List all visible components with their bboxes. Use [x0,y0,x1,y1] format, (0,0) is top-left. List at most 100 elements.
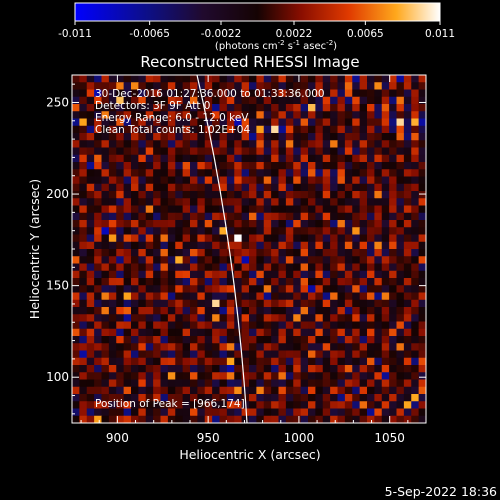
heatmap-cell [131,234,139,243]
heatmap-cell [352,212,361,221]
heatmap-cell [278,292,287,301]
heatmap-cell [226,176,235,185]
heatmap-cell [197,408,206,417]
heatmap-cell [167,75,176,83]
heatmap-cell [337,183,346,192]
heatmap-cell [182,285,191,294]
heatmap-cell [108,147,117,156]
heatmap-cell [123,75,132,83]
heatmap-cell [352,263,361,272]
heatmap-cell [153,96,162,105]
heatmap-cell [212,270,221,279]
heatmap-cell [79,176,88,185]
heatmap-cell [160,285,169,294]
heatmap-cell [263,379,272,388]
y-tick-label: 100 [46,370,69,384]
heatmap-cell [271,183,280,192]
heatmap-cell [300,234,309,243]
heatmap-cell [418,321,426,330]
heatmap-cell [204,336,213,344]
heatmap-cell [344,350,353,359]
heatmap-cell [160,140,169,149]
heatmap-cell [226,198,235,207]
heatmap-cell [374,191,383,199]
heatmap-cell [308,372,316,381]
heatmap-cell [160,234,169,243]
heatmap-cell [256,96,265,105]
heatmap-cell [293,75,302,83]
heatmap-cell [219,220,228,228]
heatmap-cell [293,350,302,359]
heatmap-cell [212,415,221,423]
heatmap-cell [278,386,287,395]
heatmap-cell [167,263,176,272]
heatmap-cell [256,169,265,178]
heatmap-cell [330,82,339,91]
heatmap-cell [396,234,405,243]
x-axis-label: Heliocentric X (arcsec) [179,447,320,462]
heatmap-cell [403,198,412,207]
heatmap-cell [138,321,147,330]
heatmap-cell [256,401,265,410]
heatmap-cell [108,125,117,134]
heatmap-cell [219,249,228,257]
heatmap-cell [411,278,420,286]
heatmap-cell [241,198,250,207]
heatmap-cell [411,394,420,402]
heatmap-cell [278,401,287,410]
heatmap-cell [322,169,331,178]
heatmap-cell [226,241,235,250]
heatmap-cell [256,336,265,344]
colorbar-unit-label: (photons cm-2 s-1 asec-2) [215,39,337,52]
heatmap-cell [175,234,184,243]
heatmap-cell [300,408,309,417]
heatmap-cell [352,292,361,301]
heatmap-cell [153,365,162,373]
heatmap-cell [219,321,228,330]
heatmap-cell [204,147,213,156]
heatmap-cell [182,154,191,163]
heatmap-cell [190,154,198,163]
heatmap-cell [300,357,309,366]
heatmap-cell [315,234,324,243]
heatmap-cell [72,350,80,359]
x-tick-label: 900 [106,431,129,445]
heatmap-cell [396,285,405,294]
heatmap-cell [263,82,272,91]
heatmap-cell [352,343,361,352]
heatmap-cell [94,176,103,185]
heatmap-cell [308,321,316,330]
heatmap-cell [197,350,206,359]
heatmap-cell [285,285,294,294]
heatmap-cell [101,336,110,344]
heatmap-cell [249,336,257,344]
heatmap-cell [123,176,132,185]
heatmap-cell [94,357,103,366]
heatmap-cell [285,227,294,236]
heatmap-cell [72,256,80,265]
heatmap-cell [300,314,309,323]
heatmap-cell [249,96,257,105]
heatmap-cell [204,154,213,163]
heatmap-cell [226,299,235,308]
heatmap-cell [249,234,257,243]
heatmap-cell [167,183,176,192]
heatmap-cell [271,372,280,381]
heatmap-cell [293,96,302,105]
heatmap-cell [153,314,162,323]
heatmap-cell [278,75,287,83]
heatmap-cell [175,401,184,410]
heatmap-cell [241,256,250,265]
heatmap-cell [167,234,176,243]
heatmap-cell [352,350,361,359]
heatmap-cell [411,147,420,156]
heatmap-cell [271,415,280,423]
heatmap-cell [308,350,316,359]
heatmap-cell [308,365,316,373]
heatmap-cell [389,343,398,352]
heatmap-cell [330,198,339,207]
heatmap-cell [234,386,243,395]
heatmap-cell [389,328,398,337]
heatmap-cell [79,321,88,330]
heatmap-cell [278,321,287,330]
